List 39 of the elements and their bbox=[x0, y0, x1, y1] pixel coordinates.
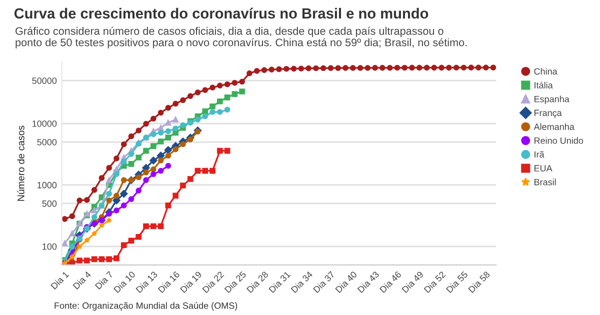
legend-label: Reino Unido bbox=[534, 137, 584, 144]
legend-label: Alemanha bbox=[534, 123, 574, 130]
x-tick-label: Dia 58 bbox=[468, 270, 490, 294]
x-tick-label: Dia 19 bbox=[180, 270, 202, 294]
x-tick-label: Dia 4 bbox=[72, 270, 92, 290]
y-tick-label: 10000 bbox=[32, 120, 57, 127]
x-tick-label: Dia 13 bbox=[135, 270, 158, 294]
y-tick-label: 50000 bbox=[32, 78, 57, 84]
chart-subtitle: Gráfico considera número de casos oficiais, dia a dia, desde que cada país ultrapassou o ponto de 50 testes positivos para o novo coronavírus. China está no 59º dia; Brasil, no sétimo. bbox=[16, 26, 467, 48]
legend-label: Brasil bbox=[534, 178, 556, 186]
x-tick-label: Dia 25 bbox=[224, 270, 246, 294]
x-tick-label: Dia 46 bbox=[379, 270, 402, 294]
legend-label: China bbox=[534, 68, 558, 75]
x-tick-label: Dia 49 bbox=[401, 270, 424, 294]
x-tick-label: Dia 10 bbox=[113, 270, 136, 294]
legend-label: EUA bbox=[534, 165, 552, 172]
y-tick-label: 500 bbox=[42, 200, 57, 207]
y-tick-label: 5000 bbox=[37, 138, 57, 146]
x-tick-label: Dia 40 bbox=[334, 270, 358, 294]
x-tick-label: Dia 22 bbox=[202, 270, 224, 294]
x-tick-label: Dia 16 bbox=[158, 270, 180, 294]
chart-title: Curva de crescimento do coronavírus no Brasil e no mundo bbox=[14, 8, 428, 19]
source-note: Fonte: Organização Mundial da Saúde (OMS) bbox=[54, 302, 238, 311]
x-tick-label: Dia 1 bbox=[50, 270, 70, 290]
x-tick-label: Dia 34 bbox=[290, 270, 314, 294]
x-tick-label: Dia 52 bbox=[424, 270, 446, 294]
legend-label: Espanha bbox=[534, 96, 570, 104]
legend-label: França bbox=[534, 110, 562, 118]
x-tick-label: Dia 7 bbox=[94, 270, 114, 290]
y-axis-title: Número de casos bbox=[17, 126, 24, 201]
x-tick-label: Dia 55 bbox=[446, 270, 468, 294]
y-tick-label: 1000 bbox=[38, 182, 57, 188]
x-tick-label: Dia 43 bbox=[357, 270, 380, 294]
x-tick-label: Dia 31 bbox=[268, 270, 291, 294]
x-tick-label: Dia 37 bbox=[312, 270, 336, 294]
legend-label: Irã bbox=[534, 151, 544, 158]
x-tick-label: Dia 28 bbox=[246, 270, 269, 294]
y-tick-label: 100 bbox=[42, 243, 57, 250]
legend-label: Itália bbox=[534, 82, 553, 88]
